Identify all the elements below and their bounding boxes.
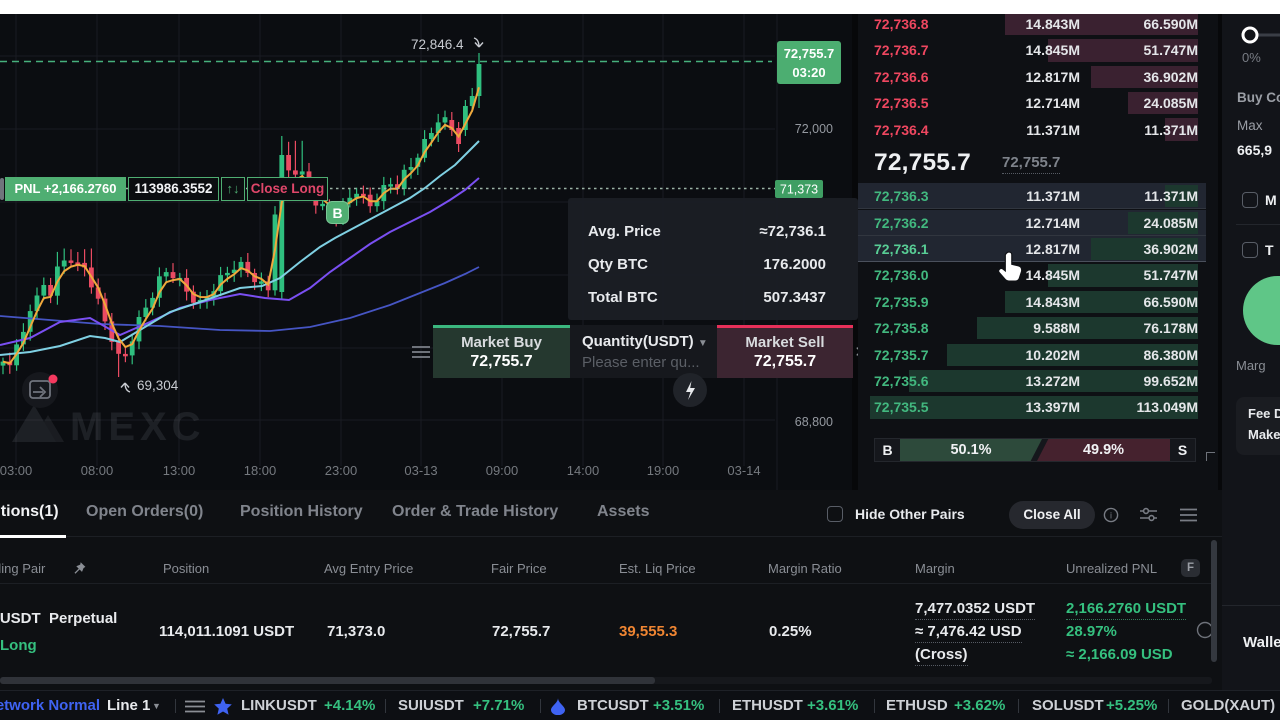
svg-text:03-14: 03-14: [727, 463, 760, 478]
svg-text:03:00: 03:00: [0, 463, 32, 478]
svg-text:03:20: 03:20: [792, 65, 825, 80]
svg-text:13:00: 13:00: [163, 463, 196, 478]
svg-text:MEXC: MEXC: [70, 405, 206, 449]
svg-text:72,000: 72,000: [795, 122, 833, 136]
svg-text:69,304: 69,304: [137, 378, 179, 393]
svg-text:i: i: [1110, 511, 1112, 521]
svg-text:14:00: 14:00: [567, 463, 600, 478]
svg-text:03-13: 03-13: [404, 463, 437, 478]
svg-text:19:00: 19:00: [647, 463, 680, 478]
svg-text:23:00: 23:00: [325, 463, 358, 478]
svg-text:68,800: 68,800: [795, 415, 833, 429]
svg-text:72,846.4: 72,846.4: [411, 37, 464, 52]
svg-text:09:00: 09:00: [486, 463, 519, 478]
svg-text:18:00: 18:00: [244, 463, 277, 478]
svg-text:71,373: 71,373: [780, 183, 818, 197]
svg-text:08:00: 08:00: [81, 463, 114, 478]
svg-text:72,755.7: 72,755.7: [784, 46, 835, 61]
